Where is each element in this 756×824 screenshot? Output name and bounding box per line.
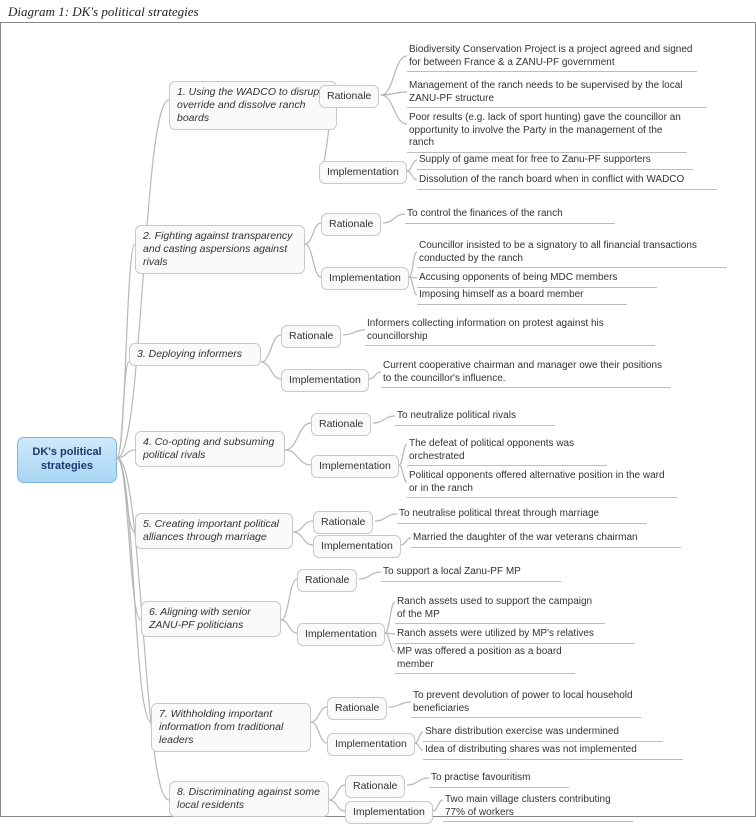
strategy-5: 5. Creating important political alliance… — [135, 513, 293, 549]
strategy-2-implementation-leaf-3: Imposing himself as a board member — [417, 288, 627, 305]
strategy-5-implementation-tag: Implementation — [313, 535, 401, 558]
diagram-canvas: DK's politicalstrategies 1. Using the WAD… — [0, 22, 756, 817]
strategy-4-rationale-tag: Rationale — [311, 413, 371, 436]
strategy-6-rationale-tag: Rationale — [297, 569, 357, 592]
strategy-2-implementation-leaf-2: Accusing opponents of being MDC members — [417, 271, 657, 288]
root-node: DK's politicalstrategies — [17, 437, 117, 483]
strategy-4-implementation-leaf-1: The defeat of political opponents was or… — [407, 437, 607, 466]
strategy-6-implementation-leaf-3: MP was offered a position as a board mem… — [395, 645, 575, 674]
strategy-2-rationale-tag: Rationale — [321, 213, 381, 236]
strategy-4-rationale-leaf-1: To neutralize political rivals — [395, 409, 555, 426]
strategy-1-implementation-leaf-2: Dissolution of the ranch board when in c… — [417, 173, 717, 190]
strategy-6-implementation-leaf-1: Ranch assets used to support the campaig… — [395, 595, 605, 624]
strategy-4-implementation-tag: Implementation — [311, 455, 399, 478]
strategy-5-implementation-leaf-1: Married the daughter of the war veterans… — [411, 531, 681, 548]
strategy-3-rationale-leaf-1: Informers collecting information on prot… — [365, 317, 655, 346]
strategy-3-implementation-leaf-1: Current cooperative chairman and manager… — [381, 359, 671, 388]
strategy-2: 2. Fighting against transparency and cas… — [135, 225, 305, 274]
strategy-7: 7. Withholding important information fro… — [151, 703, 311, 752]
strategy-8-implementation-leaf-1: Two main village clusters contributing 7… — [443, 793, 633, 822]
strategy-7-implementation-leaf-2: Idea of distributing shares was not impl… — [423, 743, 683, 760]
strategy-2-implementation-leaf-1: Councillor insisted to be a signatory to… — [417, 239, 727, 268]
strategy-5-rationale-leaf-1: To neutralise political threat through m… — [397, 507, 647, 524]
strategy-6: 6. Aligning with senior ZANU-PF politici… — [141, 601, 281, 637]
strategy-6-implementation-leaf-2: Ranch assets were utilized by MP's relat… — [395, 627, 635, 644]
strategy-7-rationale-leaf-1: To prevent devolution of power to local … — [411, 689, 641, 718]
strategy-7-rationale-tag: Rationale — [327, 697, 387, 720]
strategy-7-implementation-leaf-1: Share distribution exercise was undermin… — [423, 725, 663, 742]
strategy-4: 4. Co-opting and subsuming political riv… — [135, 431, 285, 467]
strategy-2-rationale-leaf-1: To control the finances of the ranch — [405, 207, 615, 224]
strategy-6-implementation-tag: Implementation — [297, 623, 385, 646]
strategy-5-rationale-tag: Rationale — [313, 511, 373, 534]
strategy-1-implementation-leaf-1: Supply of game meat for free to Zanu-PF … — [417, 153, 693, 170]
diagram-caption: Diagram 1: DK's political strategies — [0, 0, 756, 22]
strategy-1-rationale-leaf-2: Management of the ranch needs to be supe… — [407, 79, 707, 108]
strategy-6-rationale-leaf-1: To support a local Zanu-PF MP — [381, 565, 561, 582]
strategy-8-rationale-leaf-1: To practise favouritism — [429, 771, 569, 788]
strategy-4-implementation-leaf-2: Political opponents offered alternative … — [407, 469, 677, 498]
strategy-2-implementation-tag: Implementation — [321, 267, 409, 290]
strategy-8: 8. Discriminating against some local res… — [169, 781, 329, 817]
strategy-3-implementation-tag: Implementation — [281, 369, 369, 392]
strategy-1-implementation-tag: Implementation — [319, 161, 407, 184]
strategy-1-rationale-leaf-3: Poor results (e.g. lack of sport hunting… — [407, 111, 687, 153]
strategy-1: 1. Using the WADCO to disrupt, override … — [169, 81, 337, 130]
strategy-3: 3. Deploying informers — [129, 343, 261, 366]
strategy-1-rationale-tag: Rationale — [319, 85, 379, 108]
strategy-1-rationale-leaf-1: Biodiversity Conservation Project is a p… — [407, 43, 697, 72]
strategy-3-rationale-tag: Rationale — [281, 325, 341, 348]
strategy-7-implementation-tag: Implementation — [327, 733, 415, 756]
strategy-8-rationale-tag: Rationale — [345, 775, 405, 798]
